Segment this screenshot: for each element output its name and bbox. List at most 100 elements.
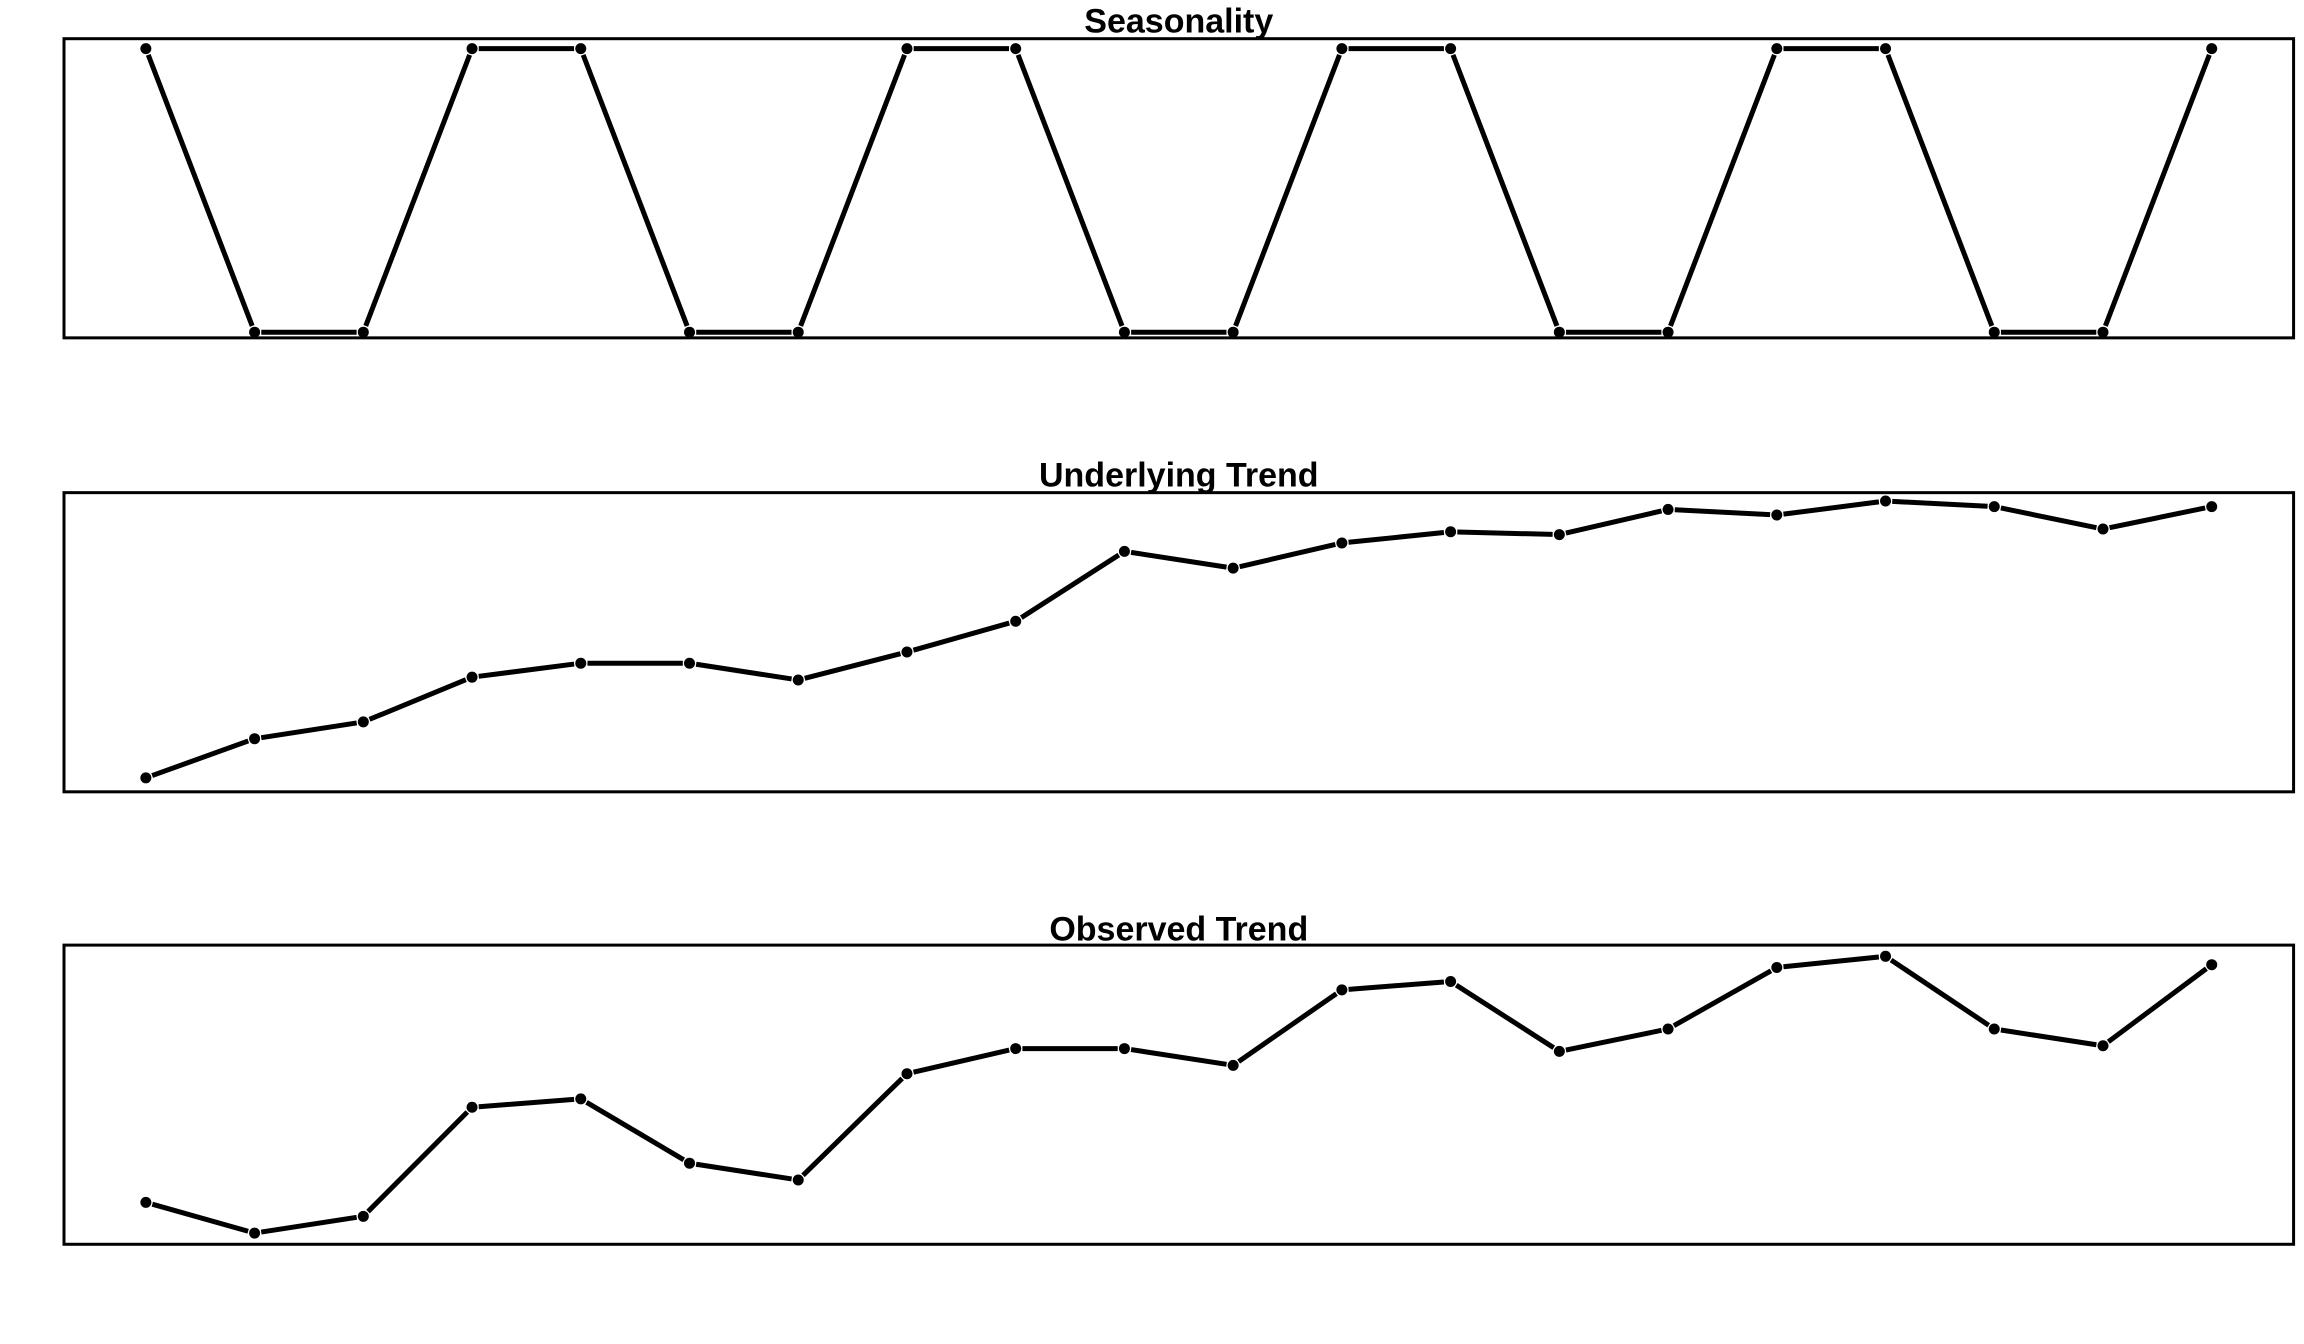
line-segment xyxy=(1450,53,1560,327)
data-point xyxy=(792,1174,804,1186)
data-point xyxy=(1336,984,1348,996)
data-point xyxy=(684,657,696,669)
series-1 xyxy=(140,495,2218,784)
data-point xyxy=(901,1068,913,1080)
line-segment xyxy=(798,53,907,327)
data-point xyxy=(2206,501,2218,513)
line-segment xyxy=(801,1076,904,1178)
line-segment xyxy=(478,1096,575,1110)
data-point xyxy=(1227,562,1239,574)
data-point xyxy=(1445,43,1457,55)
data-point xyxy=(1988,1023,2000,1035)
data-point xyxy=(466,1101,478,1113)
data-point xyxy=(575,1093,587,1105)
line-segment xyxy=(695,1161,792,1182)
line-segment xyxy=(1783,954,1880,970)
line-segment xyxy=(260,1214,358,1235)
data-point xyxy=(1880,495,1892,507)
series-1 xyxy=(140,950,2218,1239)
line-segment xyxy=(2000,505,2097,531)
data-point xyxy=(1010,1043,1022,1055)
data-point xyxy=(1988,501,2000,513)
data-point xyxy=(684,326,696,338)
data-point xyxy=(2097,523,2109,535)
line-segment xyxy=(580,53,690,327)
line-segment xyxy=(2103,53,2212,327)
data-point xyxy=(1880,43,1892,55)
data-point xyxy=(1771,961,1783,973)
data-point xyxy=(1553,529,1565,541)
chart-title: Observed Trend xyxy=(1049,911,1308,949)
data-point xyxy=(901,43,913,55)
line-segment xyxy=(151,738,250,778)
line-segment xyxy=(2109,505,2206,531)
line-segment xyxy=(1885,53,1995,327)
plot-frame xyxy=(62,37,2296,340)
line-segment xyxy=(1674,507,1771,518)
chart-panel-3: Observed Trend xyxy=(62,911,2296,1246)
line-segment xyxy=(1019,552,1121,620)
data-point xyxy=(1445,975,1457,987)
line-segment xyxy=(368,677,467,722)
plot-frame xyxy=(62,491,2296,794)
chart-panel-2: Underlying Trend xyxy=(62,457,2296,794)
data-point xyxy=(1662,1023,1674,1035)
line-segment xyxy=(1239,542,1336,570)
data-point xyxy=(1445,526,1457,538)
data-point xyxy=(2097,326,2109,338)
data-point xyxy=(1010,615,1022,627)
line-segment xyxy=(2000,1027,2097,1048)
data-point xyxy=(466,671,478,683)
line-segment xyxy=(1668,53,1777,327)
data-point xyxy=(140,772,152,784)
data-point xyxy=(1771,509,1783,521)
line-segment xyxy=(145,53,255,327)
data-point xyxy=(466,43,478,55)
data-point xyxy=(1336,537,1348,549)
line-segment xyxy=(2106,966,2208,1044)
line-segment xyxy=(1892,498,1988,509)
line-segment xyxy=(478,661,575,679)
data-point xyxy=(1553,1045,1565,1057)
data-point xyxy=(1010,43,1022,55)
line-segment xyxy=(912,620,1010,653)
data-point xyxy=(140,1196,152,1208)
chart-title: Seasonality xyxy=(1084,3,1273,41)
line-segment xyxy=(1348,979,1445,992)
data-point xyxy=(2206,959,2218,971)
data-point xyxy=(249,1227,261,1239)
line-segment xyxy=(1565,508,1663,536)
line-segment xyxy=(695,661,792,682)
data-point xyxy=(792,326,804,338)
data-point xyxy=(1662,503,1674,515)
data-point xyxy=(357,326,369,338)
data-point xyxy=(575,43,587,55)
data-point xyxy=(792,674,804,686)
line-segment xyxy=(366,1110,470,1214)
data-point xyxy=(1118,545,1130,557)
line-segment xyxy=(804,651,902,681)
chart-panel-1: Seasonality xyxy=(62,3,2296,340)
data-point xyxy=(2206,43,2218,55)
data-point xyxy=(1662,326,1674,338)
line-segment xyxy=(1130,549,1227,570)
line-segment xyxy=(1454,982,1556,1050)
chart-panels: Seasonality Underlying Trend Observed Tren… xyxy=(62,3,2296,1246)
data-point xyxy=(1880,950,1892,962)
line-segment xyxy=(1565,1027,1663,1053)
data-point xyxy=(901,646,913,658)
data-point xyxy=(1118,326,1130,338)
chart-title: Underlying Trend xyxy=(1039,457,1319,495)
series-1 xyxy=(140,43,2218,338)
data-point xyxy=(357,716,369,728)
line-segment xyxy=(1889,957,1991,1028)
data-point xyxy=(1336,43,1348,55)
data-point xyxy=(1771,43,1783,55)
plot-frame xyxy=(62,943,2296,1246)
data-point xyxy=(249,326,261,338)
line-segment xyxy=(1783,499,1880,517)
data-point xyxy=(2097,1040,2109,1052)
data-point xyxy=(1988,326,2000,338)
line-segment xyxy=(151,1201,249,1234)
